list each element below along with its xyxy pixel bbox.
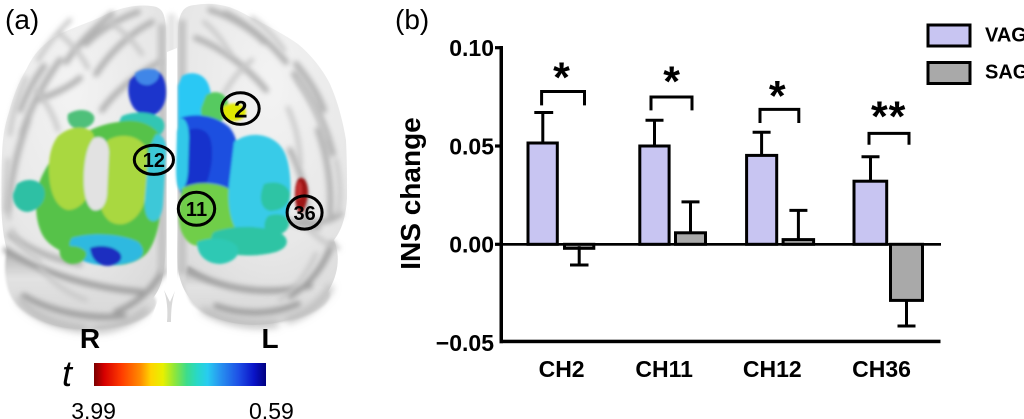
svg-text:−0.05: −0.05 [436,330,494,356]
svg-text:0.00: 0.00 [449,232,494,258]
svg-text:*: * [663,58,680,106]
svg-text:R: R [80,323,100,354]
svg-text:2: 2 [234,96,247,123]
svg-text:12: 12 [143,150,165,172]
svg-text:(b): (b) [395,4,429,35]
svg-text:CH12: CH12 [743,356,802,382]
svg-text:0.05: 0.05 [449,133,494,159]
svg-text:36: 36 [293,203,315,225]
svg-text:t: t [62,353,74,394]
svg-text:INS change: INS change [395,117,426,269]
svg-text:**: ** [871,93,906,141]
svg-text:0.10: 0.10 [449,35,494,61]
svg-text:VAG: VAG [985,25,1024,47]
svg-text:(a): (a) [5,4,39,35]
svg-text:*: * [769,72,786,120]
svg-text:3.99: 3.99 [71,398,116,419]
svg-text:CH2: CH2 [539,356,585,382]
svg-text:SAG: SAG [985,62,1024,84]
svg-text:CH11: CH11 [635,356,693,382]
svg-text:0.59: 0.59 [249,398,294,419]
svg-text:*: * [553,54,570,102]
svg-text:L: L [261,323,278,354]
svg-text:CH36: CH36 [852,356,911,382]
svg-text:11: 11 [186,199,207,221]
